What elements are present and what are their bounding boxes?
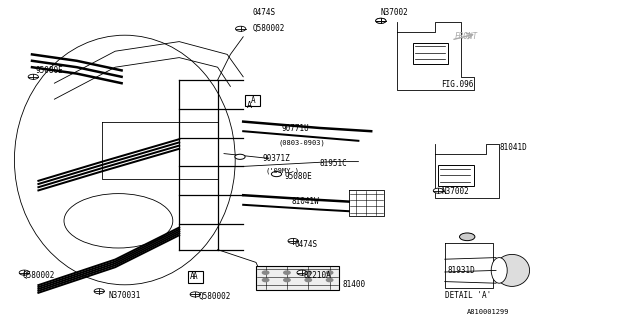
Text: N37002: N37002 [381,8,408,17]
Circle shape [305,278,312,282]
Circle shape [262,278,269,282]
Circle shape [64,194,173,248]
Text: N370031: N370031 [109,292,141,300]
Text: 81951C: 81951C [320,159,348,168]
Text: 95080E: 95080E [285,172,312,180]
Ellipse shape [492,258,508,283]
Text: 81041W: 81041W [291,197,319,206]
Text: N37002: N37002 [442,188,469,196]
Circle shape [376,18,386,23]
Text: 81041D: 81041D [499,143,527,152]
Text: 82210A: 82210A [304,271,332,280]
Text: Q580002: Q580002 [253,24,285,33]
FancyBboxPatch shape [246,96,260,105]
Circle shape [271,172,282,177]
Ellipse shape [494,254,530,286]
Text: Q580002: Q580002 [198,292,231,300]
FancyBboxPatch shape [188,272,202,281]
Text: 90771U: 90771U [282,124,309,132]
Text: 81931D: 81931D [448,266,476,275]
FancyBboxPatch shape [245,95,260,106]
Circle shape [28,74,38,79]
Circle shape [94,289,104,294]
Circle shape [460,233,475,241]
Circle shape [433,188,444,193]
Circle shape [376,18,386,23]
Circle shape [297,270,307,275]
Circle shape [305,271,312,274]
Text: A: A [247,101,252,110]
FancyBboxPatch shape [413,43,448,64]
Text: 0474S: 0474S [294,240,317,249]
Text: 95080E: 95080E [35,66,63,75]
Text: A810001299: A810001299 [467,309,509,315]
Text: 90371Z: 90371Z [262,154,290,163]
FancyBboxPatch shape [438,165,474,186]
FancyBboxPatch shape [188,271,203,283]
Text: DETAIL 'A': DETAIL 'A' [445,292,491,300]
Circle shape [284,278,290,282]
Text: FRONT: FRONT [454,32,477,41]
Circle shape [19,270,29,275]
Text: A: A [250,96,255,105]
Ellipse shape [15,35,236,285]
Circle shape [262,271,269,274]
Text: 81400: 81400 [342,280,365,289]
Text: Q580002: Q580002 [22,271,55,280]
Circle shape [235,154,245,159]
FancyBboxPatch shape [256,266,339,290]
Circle shape [288,238,298,244]
Text: 0474S: 0474S [253,8,276,17]
Text: A: A [193,272,198,281]
Text: (0803-0903): (0803-0903) [278,139,325,146]
Text: ('09MY-): ('09MY-) [266,168,300,174]
Circle shape [326,278,333,282]
Text: FIG.096: FIG.096 [442,80,474,89]
Circle shape [326,271,333,274]
Text: A: A [189,272,195,281]
Circle shape [190,292,200,297]
Circle shape [236,26,246,31]
Circle shape [284,271,290,274]
